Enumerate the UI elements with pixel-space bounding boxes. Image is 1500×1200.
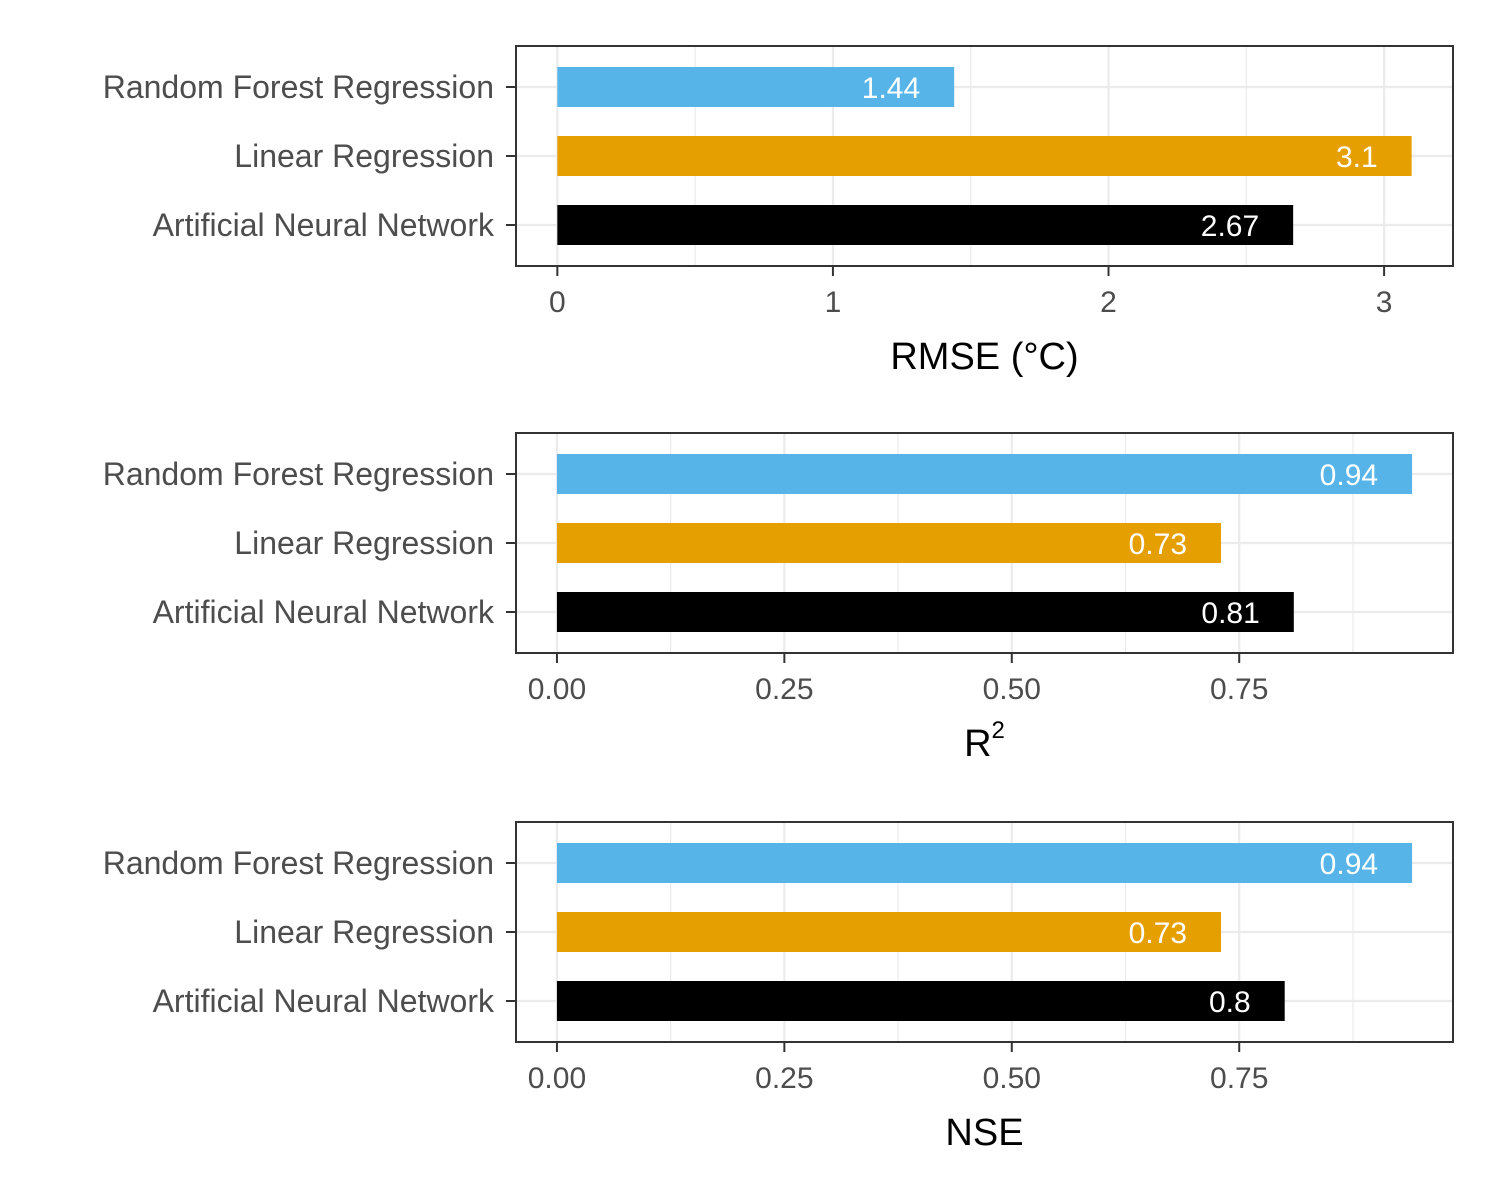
bar-ann [556, 981, 1285, 1021]
bar-ann [556, 592, 1294, 632]
x-tick-label: 2 [1100, 286, 1117, 319]
value-label-linear-regression: 3.1 [1336, 141, 1378, 174]
bar-linear-regression [556, 912, 1222, 952]
category-label-ann: Artificial Neural Network [153, 983, 495, 1019]
category-label-linear-regression: Linear Regression [234, 138, 494, 174]
x-tick-label: 3 [1376, 286, 1393, 319]
panel-1: 1.44 3.1 2.67 Random Forest Regression Linea… [103, 45, 1454, 378]
panel-3: 0.94 0.73 0.8 Random Forest Regression Linea… [103, 821, 1454, 1154]
value-label-ann: 0.81 [1201, 597, 1259, 630]
bar-ann [557, 205, 1294, 245]
value-label-random-forest: 1.44 [862, 72, 920, 105]
value-label-linear-regression: 0.73 [1129, 917, 1187, 950]
x-axis-title: NSE [945, 1112, 1023, 1154]
x-tick-label: 0.75 [1210, 673, 1268, 706]
x-axis-title-superscript: 2 [992, 717, 1005, 744]
value-label-ann: 2.67 [1201, 210, 1259, 243]
value-label-linear-regression: 0.73 [1129, 528, 1187, 561]
value-label-random-forest: 0.94 [1320, 459, 1378, 492]
x-tick-label: 0.00 [528, 1062, 586, 1095]
bar-linear-regression [557, 136, 1412, 176]
bar-random-forest [556, 454, 1413, 494]
panel-2: 0.94 0.73 0.81 Random Forest Regression Line… [103, 432, 1454, 765]
category-label-linear-regression: Linear Regression [234, 914, 494, 950]
bar-linear-regression [556, 523, 1222, 563]
bar-random-forest [557, 67, 955, 107]
category-label-random-forest: Random Forest Regression [103, 845, 494, 881]
x-tick-label: 0.50 [983, 1062, 1041, 1095]
category-label-ann: Artificial Neural Network [153, 207, 495, 243]
category-label-ann: Artificial Neural Network [153, 594, 495, 630]
category-label-random-forest: Random Forest Regression [103, 69, 494, 105]
x-tick-label: 0.00 [528, 673, 586, 706]
x-tick-label: 0.25 [755, 673, 813, 706]
value-label-ann: 0.8 [1209, 986, 1251, 1019]
x-tick-label: 1 [825, 286, 842, 319]
category-label-random-forest: Random Forest Regression [103, 456, 494, 492]
category-label-linear-regression: Linear Regression [234, 525, 494, 561]
x-tick-label: 0.25 [755, 1062, 813, 1095]
x-axis-title: RMSE (°C) [890, 336, 1078, 378]
x-tick-label: 0 [549, 286, 566, 319]
x-axis-title: R2 [964, 717, 1005, 765]
value-label-random-forest: 0.94 [1320, 848, 1378, 881]
bar-random-forest [556, 843, 1413, 883]
x-tick-label: 0.75 [1210, 1062, 1268, 1095]
x-tick-label: 0.50 [983, 673, 1041, 706]
